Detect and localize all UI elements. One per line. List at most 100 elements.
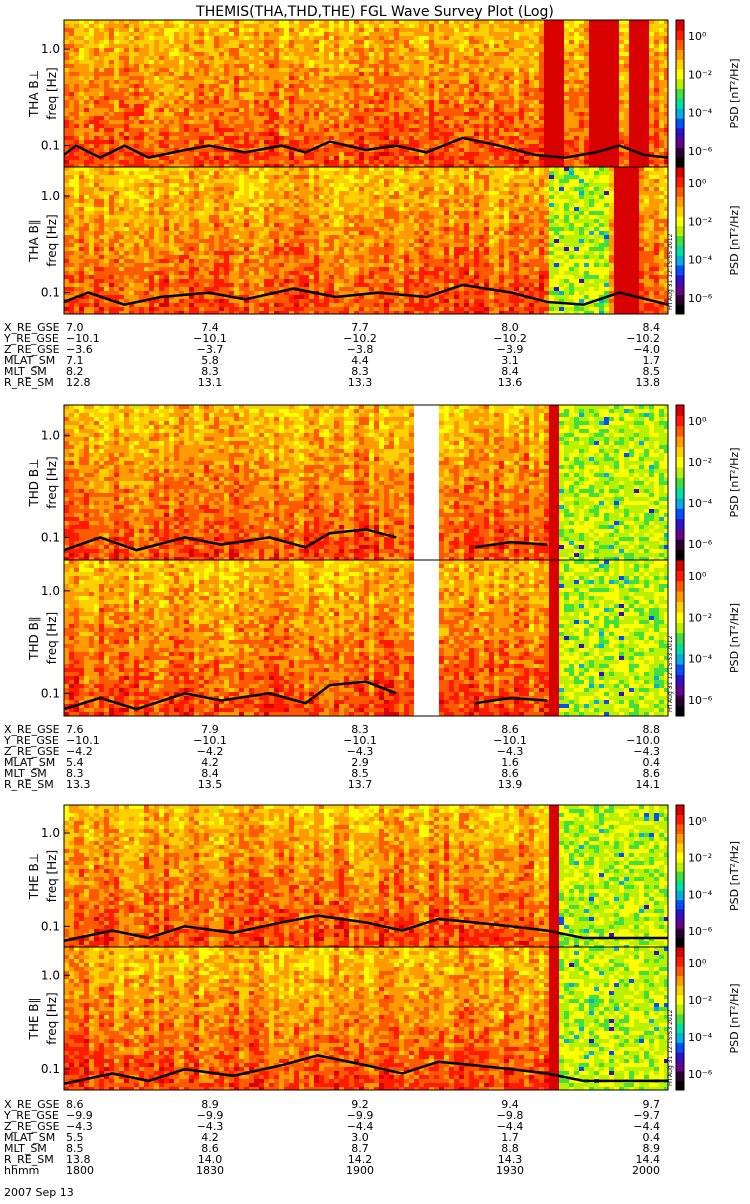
heatmap-cell: [99, 223, 104, 227]
heatmap-cell: [104, 44, 109, 48]
heatmap-cell: [164, 156, 169, 160]
heatmap-cell: [79, 251, 84, 255]
heatmap-cell: [219, 28, 224, 32]
heatmap-cell: [519, 160, 524, 164]
heatmap-cell: [484, 48, 489, 52]
heatmap-cell: [364, 60, 369, 64]
heatmap-cell: [254, 48, 259, 52]
heatmap-cell: [119, 128, 124, 132]
heatmap-cell: [514, 44, 519, 48]
heatmap-cell: [409, 40, 414, 44]
heatmap-cell: [274, 20, 279, 24]
heatmap-cell: [114, 231, 119, 235]
heatmap-cell: [544, 144, 549, 148]
heatmap-cell: [99, 275, 104, 279]
heatmap-cell: [439, 28, 444, 32]
heatmap-cell: [244, 160, 249, 164]
heatmap-cell: [469, 64, 474, 68]
heatmap-cell: [344, 76, 349, 80]
heatmap-cell: [94, 64, 99, 68]
heatmap-cell: [179, 152, 184, 156]
heatmap-cell: [464, 140, 469, 144]
heatmap-cell: [454, 116, 459, 120]
heatmap-cell: [84, 251, 89, 255]
heatmap-cell: [354, 152, 359, 156]
heatmap-cell: [474, 80, 479, 84]
heatmap-cell: [279, 44, 284, 48]
heatmap-cell: [604, 144, 609, 148]
heatmap-cell: [419, 44, 424, 48]
heatmap-cell: [554, 96, 559, 100]
heatmap-cell: [439, 60, 444, 64]
heatmap-cell: [559, 60, 564, 64]
heatmap-cell: [204, 76, 209, 80]
heatmap-cell: [579, 84, 584, 88]
heatmap-cell: [224, 136, 229, 140]
heatmap-cell: [109, 279, 114, 283]
heatmap-cell: [89, 160, 94, 164]
heatmap-cell: [609, 52, 614, 56]
heatmap-cell: [269, 120, 274, 124]
heatmap-cell: [154, 72, 159, 76]
heatmap-cell: [324, 92, 329, 96]
heatmap-cell: [464, 36, 469, 40]
heatmap-cell: [274, 116, 279, 120]
heatmap-cell: [419, 108, 424, 112]
heatmap-cell: [624, 96, 629, 100]
heatmap-cell: [79, 235, 84, 239]
heatmap-cell: [419, 56, 424, 60]
heatmap-cell: [69, 227, 74, 231]
heatmap-cell: [539, 160, 544, 164]
heatmap-cell: [619, 20, 624, 24]
heatmap-cell: [364, 84, 369, 88]
heatmap-cell: [559, 80, 564, 84]
heatmap-cell: [249, 100, 254, 104]
heatmap-cell: [624, 56, 629, 60]
heatmap-cell: [74, 36, 79, 40]
heatmap-cell: [349, 156, 354, 160]
heatmap-cell: [139, 28, 144, 32]
heatmap-cell: [439, 108, 444, 112]
heatmap-cell: [124, 187, 129, 191]
heatmap-cell: [459, 140, 464, 144]
heatmap-cell: [189, 56, 194, 60]
heatmap-cell: [489, 80, 494, 84]
heatmap-cell: [439, 160, 444, 164]
heatmap-cell: [189, 32, 194, 36]
heatmap-cell: [539, 116, 544, 120]
heatmap-cell: [254, 24, 259, 28]
heatmap-cell: [304, 56, 309, 60]
heatmap-cell: [484, 40, 489, 44]
heatmap-cell: [589, 60, 594, 64]
heatmap-cell: [329, 156, 334, 160]
heatmap-cell: [514, 84, 519, 88]
heatmap-cell: [664, 92, 668, 96]
heatmap-cell: [79, 92, 84, 96]
heatmap-cell: [424, 124, 429, 128]
heatmap-cell: [264, 92, 269, 96]
heatmap-cell: [219, 40, 224, 44]
heatmap-cell: [99, 116, 104, 120]
heatmap-cell: [99, 211, 104, 215]
heatmap-cell: [274, 76, 279, 80]
heatmap-cell: [569, 40, 574, 44]
heatmap-cell: [479, 20, 484, 24]
heatmap-cell: [139, 128, 144, 132]
heatmap-cell: [294, 128, 299, 132]
heatmap-cell: [619, 60, 624, 64]
heatmap-cell: [224, 44, 229, 48]
heatmap-cell: [279, 20, 284, 24]
heatmap-cell: [649, 80, 654, 84]
heatmap-cell: [139, 72, 144, 76]
heatmap-cell: [134, 88, 139, 92]
heatmap-cell: [89, 271, 94, 275]
heatmap-cell: [234, 160, 239, 164]
heatmap-cell: [219, 52, 224, 56]
heatmap-cell: [509, 108, 514, 112]
heatmap-cell: [324, 156, 329, 160]
heatmap-cell: [89, 144, 94, 148]
heatmap-cell: [169, 56, 174, 60]
heatmap-cell: [394, 60, 399, 64]
heatmap-cell: [539, 52, 544, 56]
heatmap-cell: [629, 72, 634, 76]
